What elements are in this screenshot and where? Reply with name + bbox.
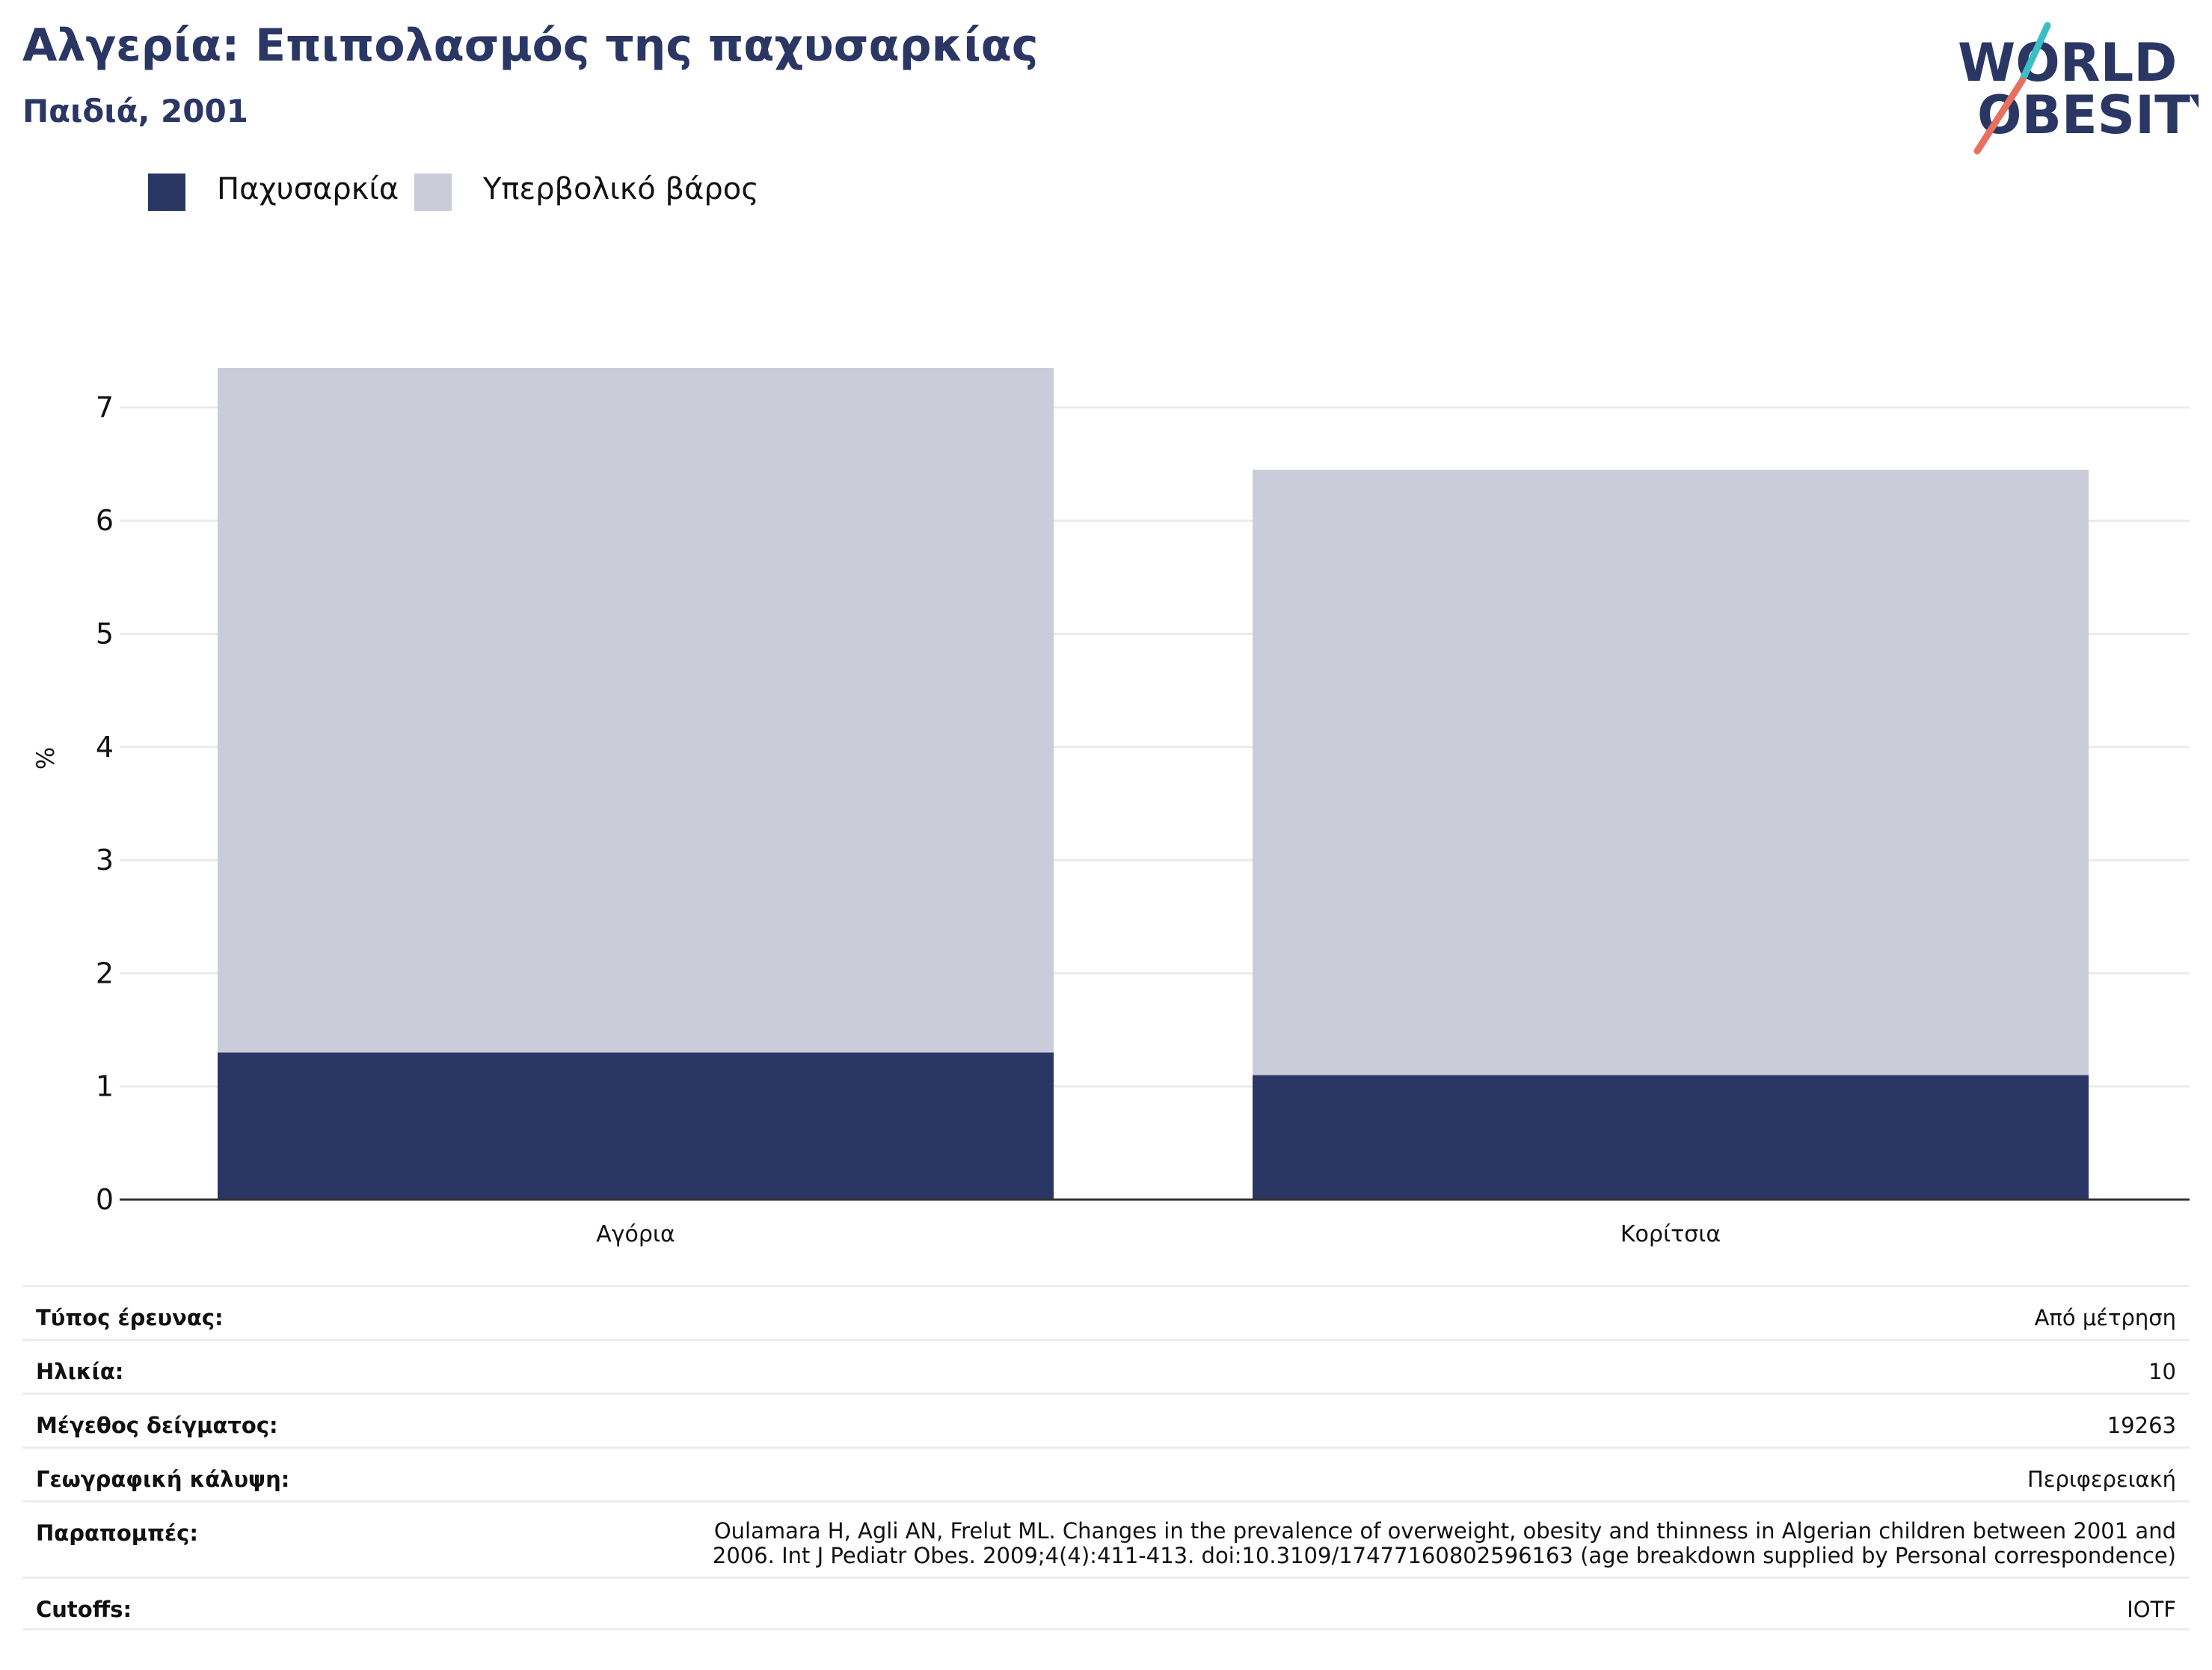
stacked-bar-chart: 0 1 2 3 4 5 6 7 Αγόρια Κορίτσια % xyxy=(31,367,2190,1247)
y-tick-label: 3 xyxy=(96,844,114,877)
y-tick-label: 0 xyxy=(96,1183,114,1216)
logo-stroke-teal xyxy=(2018,22,2051,85)
legend-label-obesity: Παχυσαρκία xyxy=(217,172,399,206)
bar-overweight-0 xyxy=(218,367,1054,1053)
bar-obesity-1 xyxy=(1253,1075,2089,1200)
info-row: Παραπομπές: Oulamara H, Agli AN, Frelut M… xyxy=(22,1500,2190,1577)
bars xyxy=(218,367,2089,1200)
legend-swatch-overweight xyxy=(414,174,452,211)
y-axis-label: % xyxy=(31,747,60,770)
y-tick-label: 7 xyxy=(96,391,114,424)
info-label: Μέγεθος δείγματος: xyxy=(36,1413,278,1438)
y-tick-label: 5 xyxy=(96,618,114,651)
info-value: 10 xyxy=(2148,1359,2176,1384)
info-value: Περιφερειακή xyxy=(2027,1467,2176,1492)
legend-label-overweight: Υπερβολικό βάρος xyxy=(483,172,759,206)
info-row: Γεωγραφική κάλυψη: Περιφερειακή xyxy=(22,1446,2190,1500)
info-label: Παραπομπές: xyxy=(36,1520,198,1546)
page-title: Αλγερία: Επιπολασμός της παχυσαρκίας xyxy=(22,19,1039,72)
info-row: Τύπος έρευνας: Από μέτρηση xyxy=(22,1285,2190,1339)
logo-stroke-coral xyxy=(1973,77,2026,155)
page-subtitle: Παιδιά, 2001 xyxy=(22,93,248,129)
y-tick-label: 6 xyxy=(96,504,114,537)
y-tick-label: 1 xyxy=(96,1070,114,1103)
y-tick-label: 2 xyxy=(96,957,114,989)
info-row: Μέγεθος δείγματος: 19263 xyxy=(22,1393,2190,1446)
info-label: Ηλικία: xyxy=(36,1359,124,1384)
y-tick-label: 4 xyxy=(96,731,114,764)
info-value: Oulamara H, Agli AN, Frelut ML. Changes … xyxy=(712,1518,2176,1568)
world-obesity-logo: WORLD OBESITY xyxy=(1958,22,2199,155)
x-tick-label: Κορίτσια xyxy=(1620,1221,1721,1247)
bar-overweight-1 xyxy=(1253,470,2089,1075)
info-value: Από μέτρηση xyxy=(2034,1305,2176,1330)
info-value: 19263 xyxy=(2107,1413,2176,1438)
info-label: Γεωγραφική κάλυψη: xyxy=(36,1467,290,1492)
logo-word-world: WORLD xyxy=(1958,32,2177,93)
info-label: Τύπος έρευνας: xyxy=(36,1305,224,1330)
info-row: Ηλικία: 10 xyxy=(22,1339,2190,1393)
legend-swatch-obesity xyxy=(148,174,185,211)
survey-info-table: Τύπος έρευνας: Από μέτρηση Ηλικία: 10 Μέγεθο… xyxy=(22,1285,2190,1630)
x-tick-labels: Αγόρια Κορίτσια xyxy=(596,1221,1721,1247)
info-row: Cutoffs: IOTF xyxy=(22,1577,2190,1630)
bar-obesity-0 xyxy=(218,1052,1054,1200)
info-label: Cutoffs: xyxy=(36,1597,132,1622)
y-tick-labels: 0 1 2 3 4 5 6 7 xyxy=(96,391,114,1216)
info-value: IOTF xyxy=(2127,1597,2176,1622)
x-tick-label: Αγόρια xyxy=(596,1221,675,1247)
